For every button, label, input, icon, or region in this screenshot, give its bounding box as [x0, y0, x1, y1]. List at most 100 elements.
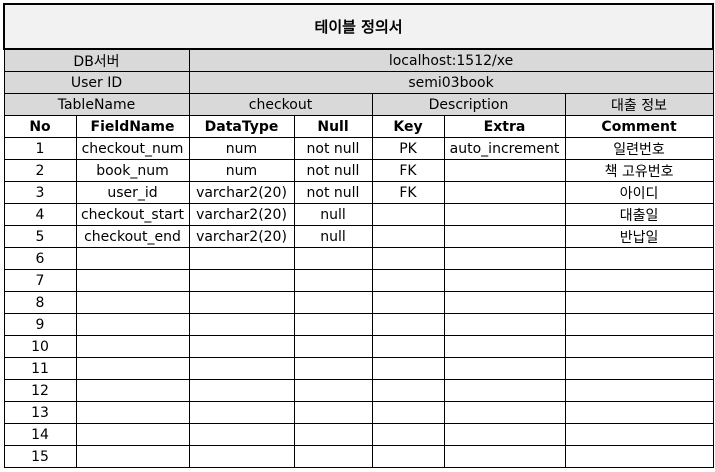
table-info-row: TableName checkout Description 대출 정보 [3, 93, 714, 116]
table-row: 3 user_id varchar2(20) not null FK 아이디 [3, 181, 714, 204]
column-header: Extra [443, 115, 566, 138]
data-type-cell [188, 357, 295, 380]
row-number: 9 [3, 313, 77, 336]
null-cell [293, 357, 373, 380]
key-cell: FK [371, 181, 445, 204]
table-row: 5 checkout_end varchar2(20) null 반납일 [3, 225, 714, 248]
extra-cell [443, 445, 566, 468]
column-header-row: No FieldName DataType Null Key Extra Com… [3, 115, 714, 138]
field-name-cell [75, 335, 190, 358]
field-name-cell: checkout_start [75, 203, 190, 226]
row-number: 1 [3, 137, 77, 160]
table-row: 10 [3, 335, 714, 358]
null-cell [293, 247, 373, 270]
table-row: 9 [3, 313, 714, 336]
db-server-value: localhost:1512/xe [188, 48, 714, 72]
null-cell: null [293, 203, 373, 226]
column-header: No [3, 115, 77, 138]
field-name-cell [75, 291, 190, 314]
extra-cell [443, 423, 566, 446]
comment-cell [564, 335, 714, 358]
sheet-title: 테이블 정의서 [2, 3, 715, 50]
field-name-cell: checkout_end [75, 225, 190, 248]
field-name-cell: user_id [75, 181, 190, 204]
table-row: 13 [3, 401, 714, 424]
table-row: 14 [3, 423, 714, 446]
field-name-cell [75, 445, 190, 468]
row-number: 11 [3, 357, 77, 380]
key-cell [371, 357, 445, 380]
comment-cell: 책 고유번호 [564, 159, 714, 182]
table-row: 1 checkout_num num not null PK auto_increment… [3, 137, 714, 160]
table-row: 7 [3, 269, 714, 292]
db-server-label: DB서버 [3, 48, 190, 72]
field-name-cell [75, 401, 190, 424]
data-type-cell: varchar2(20) [188, 225, 295, 248]
row-number: 6 [3, 247, 77, 270]
data-type-cell [188, 335, 295, 358]
extra-cell [443, 291, 566, 314]
table-row: 12 [3, 379, 714, 402]
extra-cell [443, 225, 566, 248]
extra-cell [443, 269, 566, 292]
data-type-cell: num [188, 159, 295, 182]
table-definition-sheet: 테이블 정의서 DB서버 localhost:1512/xe User ID s… [2, 3, 715, 468]
data-type-cell: varchar2(20) [188, 203, 295, 226]
data-type-cell [188, 423, 295, 446]
comment-cell: 대출일 [564, 203, 714, 226]
description-label: Description [371, 93, 566, 116]
key-cell [371, 401, 445, 424]
column-header: FieldName [75, 115, 190, 138]
column-header: DataType [188, 115, 295, 138]
key-cell [371, 269, 445, 292]
comment-cell [564, 423, 714, 446]
key-cell [371, 313, 445, 336]
field-name-cell: book_num [75, 159, 190, 182]
null-cell [293, 423, 373, 446]
comment-cell [564, 379, 714, 402]
null-cell [293, 291, 373, 314]
data-type-cell [188, 269, 295, 292]
extra-cell [443, 181, 566, 204]
row-number: 5 [3, 225, 77, 248]
data-type-cell [188, 379, 295, 402]
comment-cell [564, 401, 714, 424]
extra-cell: auto_increment [443, 137, 566, 160]
row-number: 13 [3, 401, 77, 424]
field-name-cell [75, 423, 190, 446]
key-cell: FK [371, 159, 445, 182]
extra-cell [443, 357, 566, 380]
user-id-row: User ID semi03book [3, 71, 714, 94]
column-header: Comment [564, 115, 714, 138]
comment-cell: 아이디 [564, 181, 714, 204]
extra-cell [443, 203, 566, 226]
table-row: 15 [3, 445, 714, 468]
comment-cell [564, 445, 714, 468]
row-number: 12 [3, 379, 77, 402]
data-type-cell [188, 291, 295, 314]
key-cell: PK [371, 137, 445, 160]
key-cell [371, 335, 445, 358]
comment-cell [564, 247, 714, 270]
row-number: 4 [3, 203, 77, 226]
table-row: 2 book_num num not null FK 책 고유번호 [3, 159, 714, 182]
title-row: 테이블 정의서 [2, 3, 715, 50]
row-number: 8 [3, 291, 77, 314]
key-cell [371, 203, 445, 226]
table-row: 4 checkout_start varchar2(20) null 대출일 [3, 203, 714, 226]
user-id-value: semi03book [188, 71, 714, 94]
row-number: 7 [3, 269, 77, 292]
db-server-row: DB서버 localhost:1512/xe [3, 48, 714, 72]
user-id-label: User ID [3, 71, 190, 94]
table-row: 6 [3, 247, 714, 270]
null-cell: null [293, 225, 373, 248]
comment-cell [564, 357, 714, 380]
extra-cell [443, 247, 566, 270]
data-type-cell: num [188, 137, 295, 160]
extra-cell [443, 401, 566, 424]
null-cell [293, 401, 373, 424]
comment-cell [564, 291, 714, 314]
data-type-cell [188, 247, 295, 270]
null-cell [293, 445, 373, 468]
key-cell [371, 225, 445, 248]
